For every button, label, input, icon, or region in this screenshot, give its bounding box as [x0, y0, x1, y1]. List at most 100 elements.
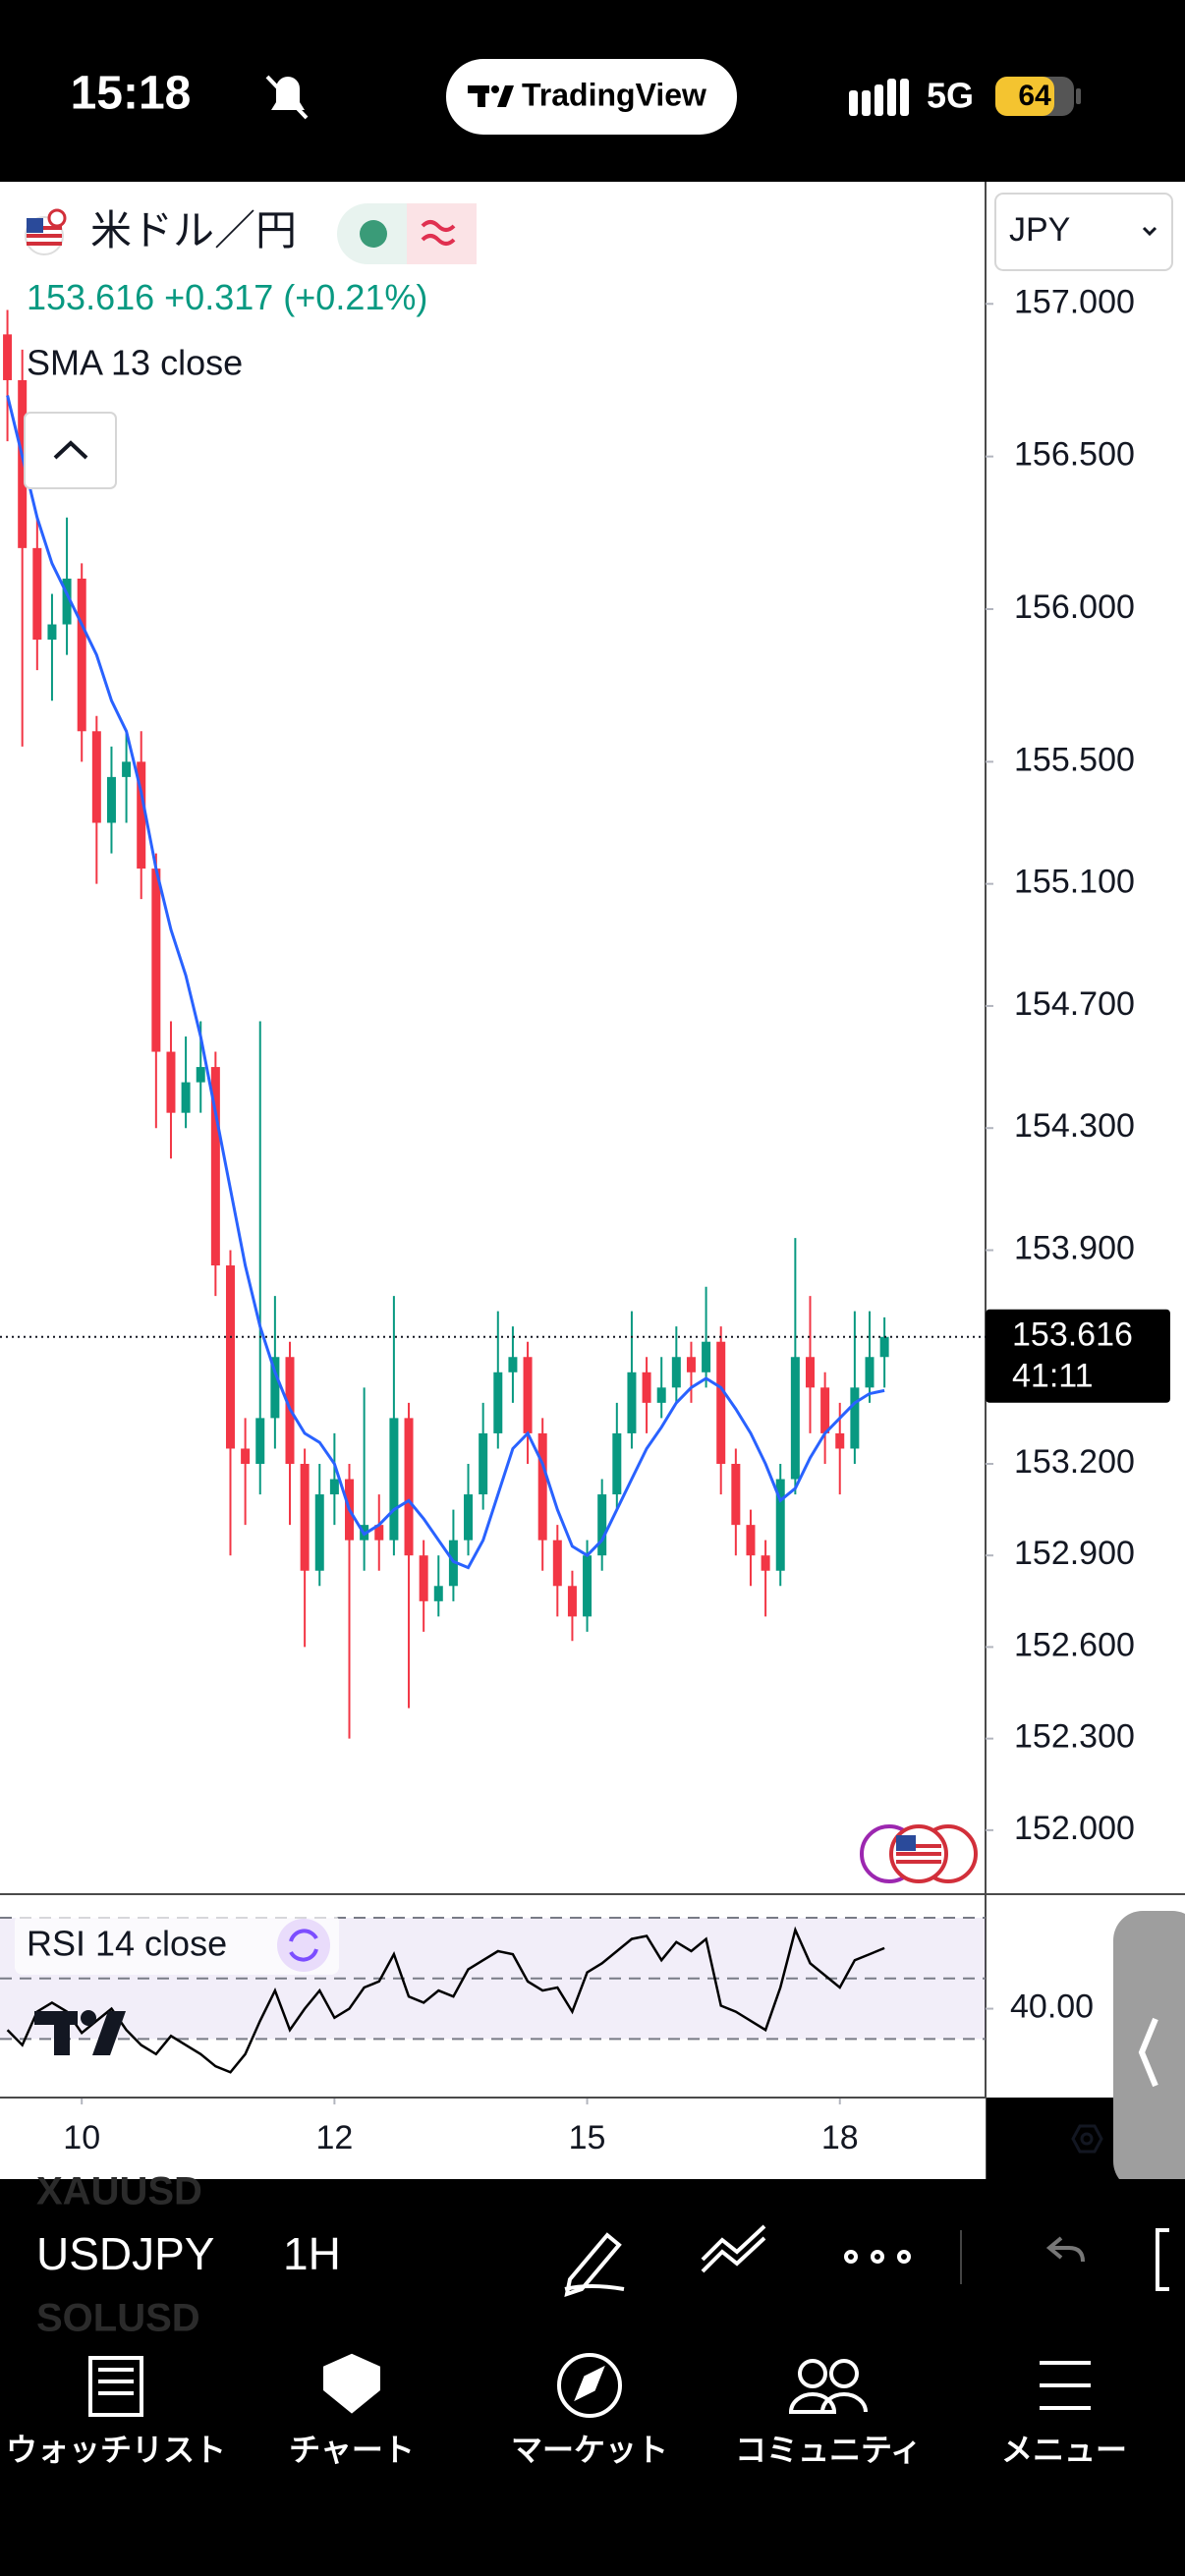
side-panel-arrow — [1138, 2017, 1158, 2088]
trend-tool[interactable] — [701, 2224, 766, 2273]
bar-countdown: 41:11 — [1012, 1358, 1094, 1395]
nav-label[interactable]: メニュー — [1001, 2432, 1127, 2467]
y-tick-label: 152.000 — [1014, 1810, 1135, 1847]
tv-watermark — [34, 2010, 126, 2055]
candle-body — [18, 379, 28, 548]
candle-body — [627, 1372, 637, 1433]
market-icon[interactable] — [557, 2353, 622, 2418]
candle-body — [464, 1494, 474, 1540]
change-percent: (+0.21%) — [283, 277, 427, 317]
candle-body — [255, 1418, 265, 1464]
candle-body — [508, 1357, 518, 1372]
candle-body — [122, 761, 132, 777]
nav-label[interactable]: マーケット — [511, 2432, 668, 2467]
candle-body — [479, 1432, 488, 1495]
refresh-icon — [289, 1929, 318, 1962]
currency-select[interactable] — [994, 193, 1173, 271]
last-price: 153.616 — [27, 277, 154, 317]
y-tick-label: 155.500 — [1014, 741, 1135, 778]
chart-icon[interactable] — [323, 2353, 380, 2414]
draw-tool[interactable] — [564, 2232, 625, 2297]
fullscreen-button[interactable] — [1156, 2228, 1169, 2291]
network: 5G — [927, 76, 974, 116]
more-dot[interactable] — [844, 2250, 858, 2264]
settings-icon[interactable] — [1071, 2124, 1103, 2154]
candle-body — [612, 1432, 622, 1495]
x-tick-label: 10 — [63, 2119, 100, 2156]
candle-body — [493, 1372, 503, 1433]
flag-icon — [25, 208, 67, 255]
candle-body — [523, 1357, 533, 1433]
battery-percent: 64 — [1018, 80, 1051, 112]
candle-body — [241, 1448, 251, 1464]
candle-body — [656, 1387, 666, 1403]
candle-body — [91, 731, 101, 823]
candle-body — [32, 547, 42, 641]
nav-label[interactable]: チャート — [289, 2432, 415, 2467]
change: +0.317 — [164, 277, 273, 317]
y-tick-label: 152.900 — [1014, 1535, 1135, 1572]
last-price-label: 153.616 — [1012, 1316, 1133, 1354]
community-icon[interactable] — [798, 2359, 827, 2388]
collapse-button[interactable] — [24, 412, 117, 489]
y-tick-label: 154.700 — [1014, 985, 1135, 1023]
x-tick-label: 18 — [821, 2119, 859, 2156]
signal-icon — [849, 79, 909, 116]
nav-label[interactable]: コミュニティ — [735, 2432, 922, 2467]
settings-icon-center — [1080, 2132, 1094, 2146]
symbol-prev: XAUUSD — [36, 2170, 202, 2213]
menu-icon[interactable] — [1040, 2361, 1091, 2410]
sma-line — [6, 395, 885, 1570]
candle-body — [433, 1586, 443, 1601]
candle-body — [775, 1479, 785, 1571]
battery-tip — [1076, 88, 1081, 104]
y-tick-label: 152.600 — [1014, 1626, 1135, 1663]
side-panel-handle[interactable] — [1113, 1911, 1185, 2191]
nav-label[interactable]: ウォッチリスト — [6, 2432, 226, 2467]
candle-body — [419, 1555, 428, 1601]
app-name: TradingView — [522, 77, 706, 112]
candle-body — [77, 578, 86, 732]
interval[interactable]: 1H — [283, 2228, 341, 2279]
candle-body — [790, 1357, 800, 1480]
more-dot — [897, 2250, 911, 2264]
y-tick-label: 154.300 — [1014, 1107, 1135, 1145]
y-tick-label: 152.300 — [1014, 1718, 1135, 1756]
last-price-label-box — [986, 1309, 1170, 1403]
candle-body — [404, 1418, 414, 1556]
status-pill-right — [407, 203, 477, 264]
candle-body — [151, 868, 161, 1052]
event-flags — [860, 1824, 978, 1883]
more-dot — [871, 2250, 884, 2264]
price-pane: 157.000 156.500 156.000 155.500 155.100 154.7… — [0, 283, 1170, 1847]
rsi-line — [6, 1926, 885, 2074]
candle-body — [850, 1387, 860, 1449]
candle-body — [879, 1336, 889, 1358]
undo-button[interactable] — [1045, 2236, 1085, 2263]
clock: 15:18 — [71, 68, 192, 120]
rsi-refresh-button[interactable] — [277, 1919, 330, 1972]
candle-body — [389, 1418, 399, 1540]
candle-body — [583, 1555, 592, 1617]
candle-body — [686, 1357, 696, 1372]
candle-body — [210, 1067, 220, 1266]
y-tick-label: 153.200 — [1014, 1443, 1135, 1481]
candle-body — [106, 776, 116, 823]
time-labels: 10 12 15 18 — [63, 2099, 859, 2156]
candle-body — [865, 1357, 875, 1388]
candle-body — [702, 1341, 711, 1372]
candle-body — [166, 1051, 176, 1113]
candle-body — [716, 1341, 726, 1464]
y-tick-label: 156.500 — [1014, 436, 1135, 474]
watchlist-icon[interactable] — [88, 2356, 143, 2417]
nav-labels: ウォッチリスト チャート マーケット コミュニティ メニュー — [6, 2432, 1127, 2467]
select-arrow — [1142, 226, 1157, 237]
app-pill[interactable] — [446, 59, 737, 135]
y-tick-label: 40.00 — [1010, 1988, 1094, 2026]
x-tick-label: 12 — [315, 2119, 353, 2156]
candle-body — [642, 1372, 651, 1403]
symbol-current[interactable]: USDJPY — [36, 2228, 214, 2279]
y-tick-label: 155.100 — [1014, 864, 1135, 901]
